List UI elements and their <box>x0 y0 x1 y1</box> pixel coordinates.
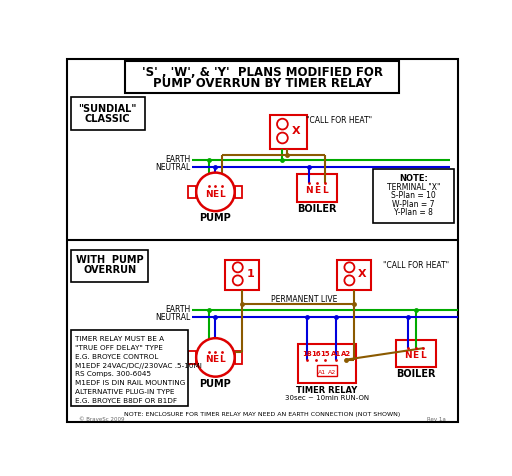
Text: 30sec ~ 10min RUN-ON: 30sec ~ 10min RUN-ON <box>285 395 369 401</box>
Circle shape <box>196 338 234 377</box>
Bar <box>297 174 337 202</box>
Circle shape <box>277 133 288 143</box>
Text: © BraveSc 2009: © BraveSc 2009 <box>79 416 124 422</box>
Bar <box>72 330 188 406</box>
Text: TERMINAL "X": TERMINAL "X" <box>387 183 440 192</box>
Text: 1: 1 <box>246 269 254 279</box>
Bar <box>188 351 196 364</box>
Text: NEUTRAL: NEUTRAL <box>156 163 191 172</box>
Text: L: L <box>420 351 426 360</box>
Text: Rev 1a: Rev 1a <box>427 416 445 422</box>
Text: X: X <box>292 126 301 136</box>
Text: L: L <box>220 189 225 198</box>
Text: S-Plan = 10: S-Plan = 10 <box>391 191 436 200</box>
Text: TIMER RELAY: TIMER RELAY <box>296 386 358 395</box>
Text: NOTE:: NOTE: <box>399 174 428 182</box>
Text: EARTH: EARTH <box>165 305 191 314</box>
Text: "TRUE OFF DELAY" TYPE: "TRUE OFF DELAY" TYPE <box>75 345 162 351</box>
Text: E.G. BROYCE B8DF OR B1DF: E.G. BROYCE B8DF OR B1DF <box>75 398 177 404</box>
Text: CLASSIC: CLASSIC <box>85 115 131 125</box>
Text: 'S' , 'W', & 'Y'  PLANS MODIFIED FOR: 'S' , 'W', & 'Y' PLANS MODIFIED FOR <box>142 66 383 79</box>
Text: N: N <box>404 351 412 360</box>
Text: WITH  PUMP: WITH PUMP <box>76 256 144 266</box>
Text: "CALL FOR HEAT": "CALL FOR HEAT" <box>306 116 372 125</box>
Text: RS Comps. 300-6045: RS Comps. 300-6045 <box>75 371 151 377</box>
Circle shape <box>345 276 354 286</box>
Bar <box>270 115 307 149</box>
Bar <box>234 351 242 364</box>
Bar <box>72 249 148 282</box>
Text: PUMP: PUMP <box>200 378 231 388</box>
Text: E.G. BROYCE CONTROL: E.G. BROYCE CONTROL <box>75 354 158 360</box>
Text: N: N <box>306 186 313 195</box>
Text: PUMP: PUMP <box>200 213 231 223</box>
Text: PERMANENT LIVE: PERMANENT LIVE <box>271 295 337 304</box>
Text: A1: A1 <box>331 350 342 357</box>
Circle shape <box>345 262 354 272</box>
Text: "SUNDIAL": "SUNDIAL" <box>78 104 137 115</box>
Bar <box>337 259 371 290</box>
Text: W-Plan = 7: W-Plan = 7 <box>392 200 435 208</box>
Bar <box>396 340 436 367</box>
Bar <box>298 344 356 383</box>
Text: M1EDF IS DIN RAIL MOUNTING: M1EDF IS DIN RAIL MOUNTING <box>75 380 185 386</box>
Text: 16: 16 <box>311 350 321 357</box>
Text: 18: 18 <box>302 350 312 357</box>
Circle shape <box>233 262 243 272</box>
Text: OVERRUN: OVERRUN <box>83 266 137 276</box>
Text: E: E <box>212 189 219 198</box>
Bar <box>234 186 242 198</box>
Text: E: E <box>413 351 419 360</box>
Text: Y-Plan = 8: Y-Plan = 8 <box>394 208 433 217</box>
Circle shape <box>277 119 288 129</box>
Circle shape <box>233 276 243 286</box>
Text: A2: A2 <box>340 350 351 357</box>
Bar <box>317 365 337 376</box>
Text: L: L <box>220 355 225 364</box>
Text: E: E <box>212 355 219 364</box>
Bar <box>72 97 144 129</box>
Text: BOILER: BOILER <box>297 204 337 214</box>
Circle shape <box>196 173 234 211</box>
Text: E: E <box>314 186 320 195</box>
Bar <box>225 259 259 290</box>
Text: M1EDF 24VAC/DC//230VAC .5-10MI: M1EDF 24VAC/DC//230VAC .5-10MI <box>75 363 201 368</box>
Text: PUMP OVERRUN BY TIMER RELAY: PUMP OVERRUN BY TIMER RELAY <box>153 77 372 90</box>
Text: BOILER: BOILER <box>396 369 435 379</box>
Text: A2: A2 <box>328 369 336 375</box>
Text: NEUTRAL: NEUTRAL <box>156 313 191 322</box>
Text: N: N <box>205 355 212 364</box>
Text: "CALL FOR HEAT": "CALL FOR HEAT" <box>382 260 449 269</box>
Text: L: L <box>322 186 328 195</box>
Text: 15: 15 <box>320 350 330 357</box>
Text: TIMER RELAY MUST BE A: TIMER RELAY MUST BE A <box>75 336 164 342</box>
Bar <box>373 169 454 223</box>
Text: X: X <box>357 269 366 279</box>
Text: EARTH: EARTH <box>165 155 191 164</box>
Text: ALTERNATIVE PLUG-IN TYPE: ALTERNATIVE PLUG-IN TYPE <box>75 389 174 395</box>
Text: NOTE: ENCLOSURE FOR TIMER RELAY MAY NEED AN EARTH CONNECTION (NOT SHOWN): NOTE: ENCLOSURE FOR TIMER RELAY MAY NEED… <box>124 412 400 417</box>
Bar <box>125 61 399 93</box>
Text: A1: A1 <box>317 369 326 375</box>
Bar <box>188 186 196 198</box>
Text: N: N <box>205 189 212 198</box>
